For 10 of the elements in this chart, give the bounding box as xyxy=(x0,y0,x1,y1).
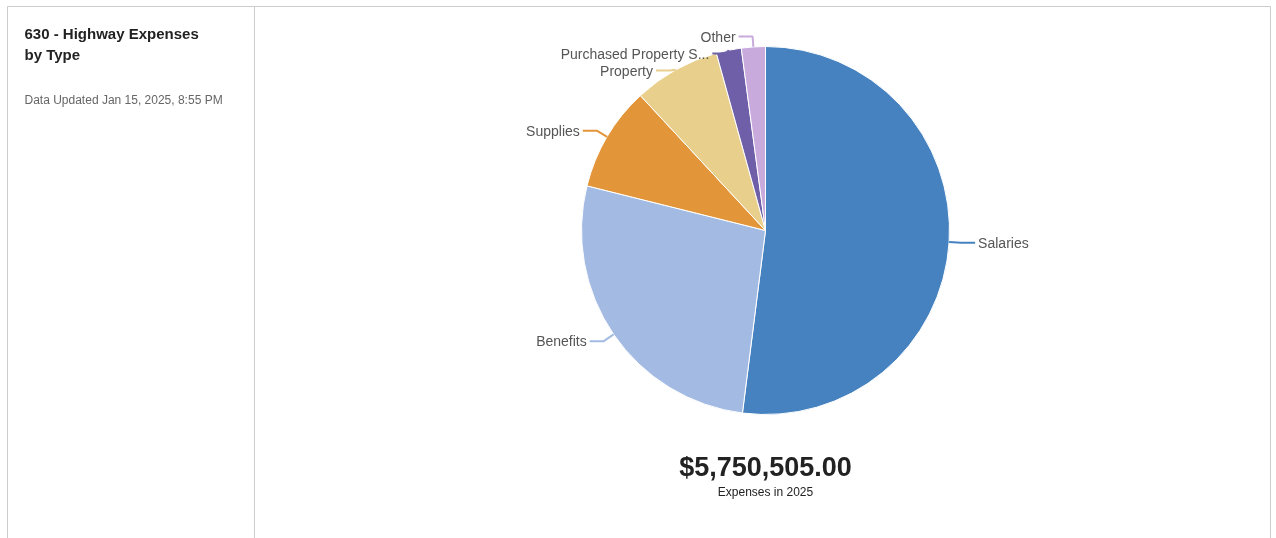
text: Expenses in 2025 xyxy=(717,484,814,499)
text: 630 - Highway Expenses by Type xyxy=(24,25,199,63)
slice-label: Property xyxy=(600,62,654,79)
slice-label: Supplies xyxy=(526,122,580,139)
text: Data Updated Jan 15, 2025, 8:55 PM xyxy=(24,92,223,107)
slice-label: Salaries xyxy=(978,234,1029,251)
text: $5,750,505.00 xyxy=(679,451,852,482)
slice-label: Other xyxy=(700,28,736,45)
slice-label: Purchased Property S... xyxy=(560,45,710,62)
slice-label: Benefits xyxy=(536,333,587,350)
